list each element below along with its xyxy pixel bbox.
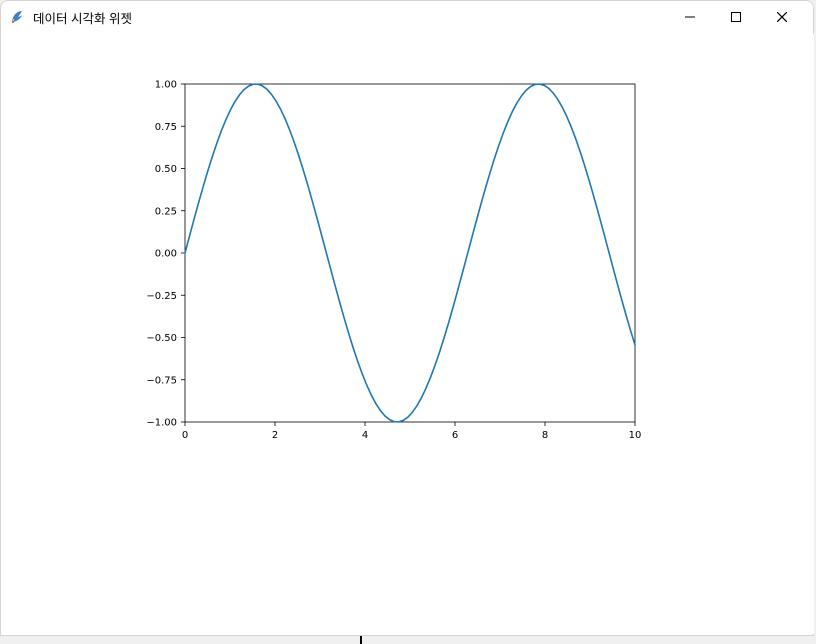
y-tick-label: 0.75: [155, 122, 177, 133]
y-tick-label: −1.00: [146, 418, 177, 429]
y-tick-label: 1.00: [155, 80, 177, 91]
x-tick-label: 4: [362, 430, 368, 441]
minimize-icon: [685, 12, 695, 22]
close-button[interactable]: [759, 1, 805, 33]
y-tick-label: −0.75: [146, 375, 177, 386]
client-area: 0 2 4 6 8 10 −1.00 −0.75 −0.50 −0.25 0.00 0.25 0.50 0…: [2, 34, 812, 634]
x-tick-label: 6: [452, 430, 458, 441]
title-bar[interactable]: 데이터 시각화 위젯: [1, 1, 813, 33]
y-tick-label: −0.25: [146, 291, 177, 302]
window-controls: [667, 1, 805, 33]
maximize-button[interactable]: [713, 1, 759, 33]
maximize-icon: [731, 12, 741, 22]
x-tick-label: 8: [542, 430, 548, 441]
x-tick-label: 2: [272, 430, 278, 441]
y-tick-label: 0.25: [155, 206, 177, 217]
y-tick-label: 0.00: [155, 249, 177, 260]
y-tick-label: 0.50: [155, 164, 177, 175]
minimize-button[interactable]: [667, 1, 713, 33]
overflow-tick: [360, 636, 362, 644]
app-window: 데이터 시각화 위젯 0246810−1.0: [0, 0, 814, 636]
line-chart: 0 2 4 6 8 10 −1.00 −0.75 −0.50 −0.25 0.00 0.25 0.50 0…: [2, 34, 814, 634]
window-title: 데이터 시각화 위젯: [33, 8, 132, 27]
y-tick-label: −0.50: [146, 333, 177, 344]
x-tick-label: 0: [182, 430, 188, 441]
chart-background: [2, 34, 814, 634]
close-icon: [777, 12, 787, 22]
x-tick-label: 10: [629, 430, 642, 441]
app-feather-icon: [9, 9, 25, 25]
